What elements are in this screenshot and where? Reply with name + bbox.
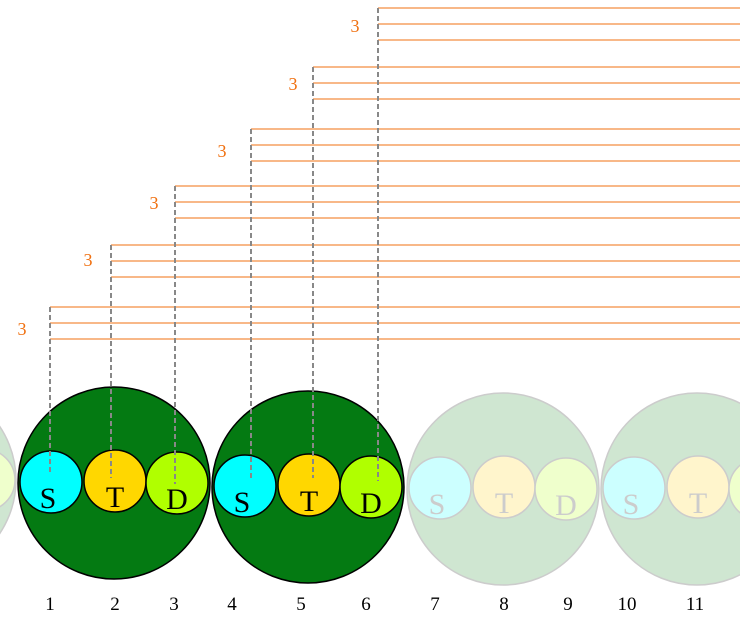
function-circle-D [145, 451, 209, 515]
function-circle-D [0, 452, 16, 508]
beat-number: 8 [499, 594, 509, 615]
function-group: D [0, 425, 17, 535]
tuplet-label: 3 [218, 141, 227, 161]
function-label: D [555, 489, 577, 522]
function-circle-D [339, 455, 403, 519]
tuplet-label: 3 [351, 16, 360, 36]
function-circle-S [602, 456, 666, 520]
function-label: T [495, 487, 513, 520]
tuplet-label: 3 [289, 74, 298, 94]
beat-number: 5 [296, 594, 306, 615]
tuplet-label: 3 [84, 250, 93, 270]
beat-number: 2 [110, 594, 120, 615]
function-label: S [623, 488, 640, 521]
beat-number: 9 [563, 594, 573, 615]
function-circle-D [728, 464, 740, 514]
beat-number: 4 [227, 594, 237, 615]
function-label: D [360, 487, 382, 520]
beat-number: 3 [169, 594, 179, 615]
beat-number: 10 [618, 594, 637, 615]
function-label: T [689, 487, 707, 520]
function-label: D [166, 483, 188, 516]
staff: 3 [84, 244, 740, 278]
function-label: T [300, 485, 318, 518]
function-group: STD [600, 392, 740, 586]
function-circle-S [408, 456, 472, 520]
function-label: S [40, 482, 57, 515]
tuplet-label: 3 [18, 319, 27, 339]
staff: 3 [351, 7, 740, 41]
beat-number: 6 [361, 594, 371, 615]
tuplet-label: 3 [150, 193, 159, 213]
function-circle-D [534, 457, 598, 521]
function-label: T [106, 481, 124, 514]
beat-number: 11 [686, 594, 704, 615]
function-label: S [429, 488, 446, 521]
staff: 3 [289, 66, 740, 100]
staff: 3 [218, 128, 740, 162]
beat-number: 1 [45, 594, 55, 615]
staff: 3 [150, 185, 740, 219]
function-circle-S [213, 454, 277, 518]
staff: 3 [18, 306, 740, 340]
beat-number: 7 [430, 594, 440, 615]
function-label: S [234, 486, 251, 519]
